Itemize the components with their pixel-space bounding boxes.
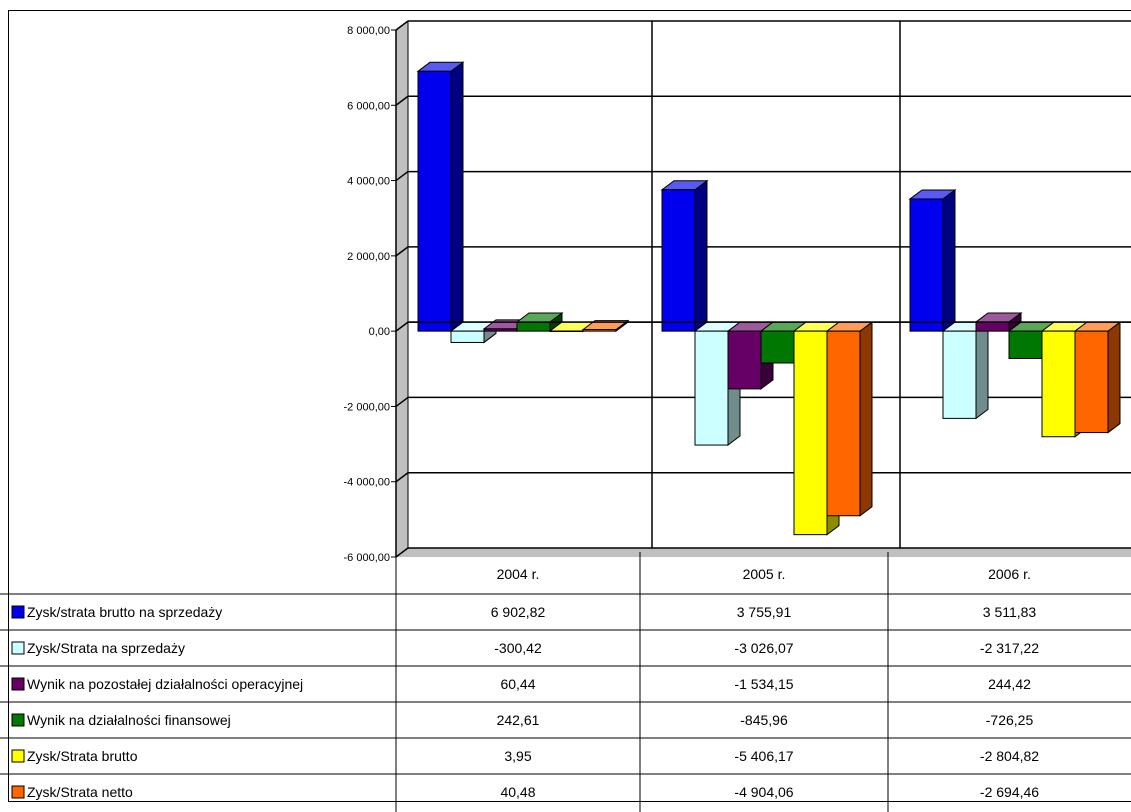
category-header: 2006 r. [988, 566, 1031, 582]
y-tick-label: 2 000,00 [347, 251, 390, 263]
bar-side [450, 61, 464, 333]
y-tick-label: -2 000,00 [344, 401, 390, 413]
bar [694, 330, 729, 446]
table-cell-value: 3 511,83 [983, 604, 1037, 620]
legend-swatch [11, 677, 25, 691]
bar [1008, 330, 1043, 359]
legend-swatch [11, 749, 25, 763]
gridline-side [395, 321, 409, 332]
legend-label: Zysk/Strata na sprzedaży [27, 640, 185, 656]
table-cell-value: 40,48 [500, 784, 535, 800]
bar [975, 321, 1010, 332]
y-tick-label: 8 000,00 [347, 25, 390, 37]
table-cell-value: -2 804,82 [980, 748, 1039, 764]
table-cell-value: -300,42 [494, 640, 542, 656]
bar [942, 330, 977, 419]
gridline-side [395, 95, 409, 106]
category-header: 2004 r. [497, 566, 540, 582]
y-tick-label: 6 000,00 [347, 100, 390, 112]
table-cell-value: 242,61 [497, 712, 540, 728]
bar-side [1107, 321, 1121, 434]
legend-swatch [11, 713, 25, 727]
plot-back-wall [408, 21, 1131, 548]
gridline-side [395, 472, 409, 483]
bar [516, 321, 551, 332]
gridline-side [395, 396, 409, 408]
table-cell-value: -4 904,06 [734, 784, 793, 800]
gridline-side [395, 246, 409, 257]
legend-swatch [11, 785, 25, 799]
bar [661, 189, 696, 332]
table-cell-value: 60,44 [500, 676, 535, 692]
table-cell-value: -2 317,22 [980, 640, 1039, 656]
table-cell-value: -726,25 [986, 712, 1034, 728]
bar [1041, 330, 1076, 438]
bar-side [975, 321, 989, 420]
bar [826, 330, 861, 517]
y-tick-label: 0,00 [369, 326, 390, 338]
legend-label: Wynik na pozostałej działalności operacy… [27, 676, 303, 692]
plot-floor [396, 548, 1131, 557]
table-cell-value: -5 406,17 [734, 748, 793, 764]
table-cell-value: -3 026,07 [734, 640, 793, 656]
y-axis-top [395, 20, 409, 31]
y-tick-label: -6 000,00 [344, 552, 390, 564]
table-cell-value: 3 755,91 [737, 604, 792, 620]
legend-swatch [11, 641, 25, 655]
table-cell-value: -845,96 [740, 712, 788, 728]
legend-label: Zysk/strata brutto na sprzedaży [27, 604, 222, 620]
table-cell-value: 244,42 [988, 676, 1031, 692]
table-cell-value: 3,95 [504, 748, 531, 764]
gridline-side [395, 547, 409, 558]
bar-side [859, 321, 873, 517]
bar [760, 330, 795, 364]
bar [727, 330, 762, 390]
plot-side-wall [396, 21, 408, 557]
bar [582, 329, 617, 332]
bar [417, 70, 452, 332]
bar-side [694, 179, 708, 333]
bar [909, 198, 944, 332]
bar [450, 330, 485, 343]
legend-label: Zysk/Strata brutto [27, 748, 138, 764]
bar [1074, 330, 1109, 434]
y-tick-label: 4 000,00 [347, 176, 390, 188]
bar-side [942, 188, 956, 333]
table-cell-value: -2 694,46 [980, 784, 1039, 800]
category-header: 2005 r. [743, 566, 786, 582]
bar [483, 328, 518, 332]
legend-label: Zysk/Strata netto [27, 784, 133, 800]
legend-label: Wynik na działalności finansowej [27, 712, 231, 728]
bar [549, 330, 584, 332]
y-tick-label: -4 000,00 [344, 477, 390, 489]
table-cell-value: -1 534,15 [734, 676, 793, 692]
table-cell-value: 6 902,82 [491, 604, 546, 620]
bar [793, 330, 828, 536]
gridline-side [395, 170, 409, 182]
chart-frame [8, 10, 1131, 802]
legend-swatch [11, 605, 25, 619]
